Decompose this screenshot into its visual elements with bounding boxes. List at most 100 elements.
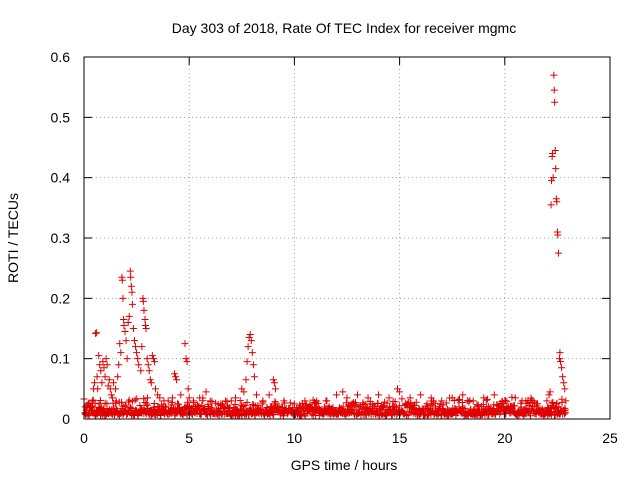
data-point-79 <box>182 355 190 363</box>
data-point-81 <box>184 385 192 393</box>
baseline-point <box>125 396 133 404</box>
data-point-138 <box>548 177 556 185</box>
baseline-point <box>508 393 516 401</box>
data-point-60 <box>143 355 151 363</box>
baseline-point <box>383 399 391 407</box>
data-point-141 <box>549 174 557 182</box>
data-point-105 <box>270 379 278 387</box>
data-point-14 <box>98 379 106 387</box>
baseline-point <box>249 400 257 408</box>
data-point-24 <box>108 394 116 402</box>
data-point-132 <box>522 397 530 405</box>
baseline-point <box>483 395 491 403</box>
data-point-51 <box>135 361 143 369</box>
axis-ticks: 0 5 10 15 20 25 0 0.1 0.2 0.3 0.4 0.5 0.6 <box>51 49 618 446</box>
y-tick-label-5: 0.5 <box>51 109 71 125</box>
baseline-point <box>388 411 396 419</box>
baseline-point <box>455 395 463 403</box>
baseline-point <box>359 399 367 407</box>
baseline-point <box>225 405 233 413</box>
data-point-122 <box>417 391 425 399</box>
data-point-93 <box>243 358 251 366</box>
data-point-43 <box>127 282 135 290</box>
data-point-131 <box>511 394 519 402</box>
data-point-44 <box>128 288 136 296</box>
data-point-52 <box>137 367 145 375</box>
baseline-point <box>558 395 566 403</box>
baseline-point <box>391 398 399 406</box>
baseline-point <box>95 400 103 408</box>
data-point-16 <box>100 364 108 372</box>
data-point-117 <box>375 391 383 399</box>
baseline-point <box>510 402 518 410</box>
data-point-104 <box>269 376 277 384</box>
data-point-97 <box>247 337 255 345</box>
baseline-point <box>246 404 254 412</box>
data-point-87 <box>217 400 225 408</box>
baseline-point <box>424 411 432 419</box>
baseline-point <box>199 397 207 405</box>
data-point-154 <box>557 358 565 366</box>
data-point-134 <box>543 397 551 405</box>
data-point-64 <box>147 379 155 387</box>
baseline-point <box>529 397 537 405</box>
baseline-point <box>439 401 447 409</box>
data-point-118 <box>385 394 393 402</box>
baseline-point <box>243 398 251 406</box>
data-point-152 <box>556 355 564 363</box>
data-point-10 <box>94 385 102 393</box>
data-point-155 <box>558 364 566 372</box>
data-point-33 <box>119 294 127 302</box>
baseline-point <box>473 401 481 409</box>
data-point-13 <box>97 367 105 375</box>
data-point-66 <box>149 355 157 363</box>
baseline-point <box>466 396 474 404</box>
baseline-point <box>555 403 563 411</box>
baseline-point <box>374 399 382 407</box>
data-point-74 <box>170 370 178 378</box>
y-tick-label-4: 0.4 <box>51 170 71 186</box>
baseline-point <box>236 396 244 404</box>
data-point-34 <box>120 315 128 323</box>
baseline-point <box>461 405 469 413</box>
data-point-27 <box>114 373 122 381</box>
baseline-point <box>96 397 104 405</box>
baseline-point <box>526 412 534 420</box>
data-point-111 <box>322 397 330 405</box>
baseline-point <box>271 398 279 406</box>
data-point-62 <box>145 367 153 375</box>
data-point-114 <box>343 394 351 402</box>
data-point-142 <box>550 71 558 79</box>
data-point-8 <box>93 329 101 337</box>
data-point-53 <box>138 343 146 351</box>
data-point-156 <box>559 373 567 381</box>
data-point-150 <box>554 231 562 239</box>
data-point-19 <box>103 361 111 369</box>
data-point-3 <box>86 404 94 412</box>
data-point-88 <box>227 397 235 405</box>
x-tick-label-3: 15 <box>392 430 408 446</box>
data-point-50 <box>134 355 142 363</box>
baseline-point <box>223 398 231 406</box>
data-point-102 <box>259 397 267 405</box>
y-axis-label: ROTI / TECUs <box>5 193 21 283</box>
baseline-point <box>150 399 158 407</box>
data-point-73 <box>168 394 176 402</box>
data-point-4 <box>88 397 96 405</box>
baseline-point <box>194 403 202 411</box>
data-point-58 <box>141 321 149 329</box>
data-point-47 <box>130 337 138 345</box>
data-point-30 <box>117 349 125 357</box>
data-point-109 <box>301 397 309 405</box>
baseline-point <box>133 395 141 403</box>
baseline-point <box>97 403 105 411</box>
data-point-98 <box>248 349 256 357</box>
data-point-85 <box>202 388 210 396</box>
data-point-49 <box>133 349 141 357</box>
data-point-137 <box>547 201 555 209</box>
baseline-point <box>561 409 569 417</box>
baseline-point <box>404 411 412 419</box>
x-tick-label-5: 25 <box>602 430 618 446</box>
data-point-11 <box>95 352 103 360</box>
y-tick-label-2: 0.2 <box>51 290 71 306</box>
